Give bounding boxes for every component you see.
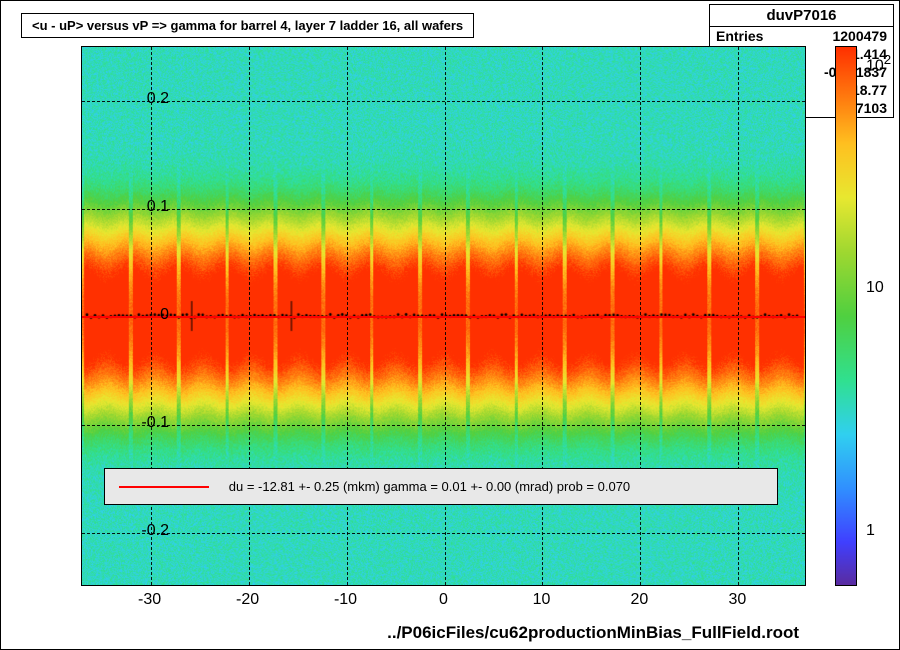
colorbar-tick: 102	[866, 52, 900, 75]
x-tick-label: -20	[218, 591, 278, 609]
x-axis-label: ../P06icFiles/cu62productionMinBias_Full…	[387, 623, 799, 643]
root-plot-frame: <u - uP> versus vP => gamma for barrel 4…	[0, 0, 900, 650]
colorbar	[835, 46, 857, 586]
stats-entries-value: 1200479	[832, 28, 887, 44]
grid-line-h	[82, 425, 805, 426]
colorbar-tick: 10	[866, 279, 900, 297]
stats-entries-row: Entries 1200479	[710, 27, 893, 45]
stats-name: duvP7016	[710, 5, 893, 27]
x-tick-label: 0	[414, 591, 474, 609]
x-tick-label: -10	[316, 591, 376, 609]
plot-title: <u - uP> versus vP => gamma for barrel 4…	[21, 13, 474, 38]
x-tick-label: -30	[120, 591, 180, 609]
stats-entries-label: Entries	[716, 28, 763, 44]
plot-area: du = -12.81 +- 0.25 (mkm) gamma = 0.01 +…	[81, 46, 806, 586]
y-tick-label: -0.1	[109, 414, 169, 432]
legend-line-sample	[119, 486, 209, 488]
fit-legend-box: du = -12.81 +- 0.25 (mkm) gamma = 0.01 +…	[104, 468, 778, 505]
stats-rmsx-value: 18.77	[852, 82, 887, 98]
y-tick-label: -0.2	[109, 522, 169, 540]
y-tick-label: 0.2	[109, 90, 169, 108]
colorbar-tick: 1	[866, 522, 900, 540]
x-tick-label: 30	[707, 591, 767, 609]
y-tick-label: 0	[109, 306, 169, 324]
x-tick-label: 10	[511, 591, 571, 609]
legend-text: du = -12.81 +- 0.25 (mkm) gamma = 0.01 +…	[229, 479, 630, 494]
y-tick-label: 0.1	[109, 198, 169, 216]
grid-line-h	[82, 101, 805, 102]
grid-line-h	[82, 209, 805, 210]
grid-line-h	[82, 533, 805, 534]
x-tick-label: 20	[609, 591, 669, 609]
fit-line	[82, 316, 805, 318]
